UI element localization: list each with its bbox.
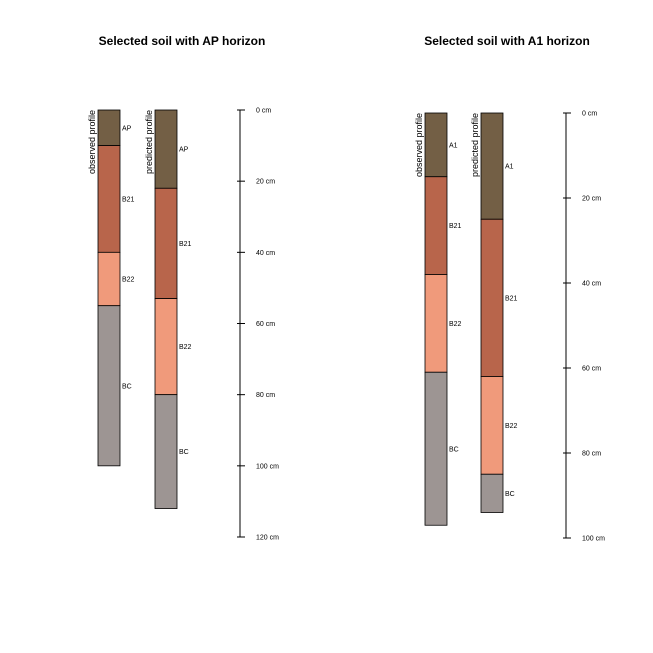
horizon-b21-bar xyxy=(424,176,448,275)
horizon-bc-bar xyxy=(424,371,448,526)
horizon-bc-label: BC xyxy=(122,383,132,390)
profile-column-predicted: AP B21 B22 BC predicted profile xyxy=(144,109,192,509)
horizon-ap-label: AP xyxy=(122,125,132,132)
depth-tick-label: 100 cm xyxy=(582,536,605,543)
profile-label-observed: observed profile xyxy=(414,113,424,177)
horizon-bc-bar xyxy=(97,305,121,467)
panel-ap-title: Selected soil with AP horizon xyxy=(99,34,266,48)
horizon-ap-bar xyxy=(154,109,178,189)
panel-ap: Selected soil with AP horizon AP B21 B22 BC… xyxy=(87,34,279,542)
panel-a1: Selected soil with A1 horizon A1 B21 B22 BC… xyxy=(414,34,605,543)
depth-tick-label: 60 cm xyxy=(582,366,601,373)
horizon-a1-bar xyxy=(480,112,504,220)
profile-label-predicted: predicted profile xyxy=(470,113,480,177)
profile-label-observed: observed profile xyxy=(87,110,97,174)
depth-tick-label: 80 cm xyxy=(582,451,601,458)
horizon-bc-label: BC xyxy=(505,491,515,498)
depth-tick-label: 100 cm xyxy=(256,463,279,470)
depth-tick-label: 0 cm xyxy=(582,111,597,118)
horizon-b22-label: B22 xyxy=(122,277,135,284)
horizon-bc-bar xyxy=(480,473,504,513)
horizon-b22-label: B22 xyxy=(505,423,518,430)
horizon-b22-bar xyxy=(154,298,178,396)
horizon-bc-bar xyxy=(154,394,178,509)
depth-tick-label: 20 cm xyxy=(582,196,601,203)
horizon-a1-label: A1 xyxy=(505,164,514,171)
horizon-ap-label: AP xyxy=(179,147,189,154)
horizon-b22-label: B22 xyxy=(179,344,192,351)
panel-a1-title: Selected soil with A1 horizon xyxy=(424,34,590,48)
horizon-b21-label: B21 xyxy=(505,295,518,302)
horizon-b22-bar xyxy=(97,251,121,307)
horizon-bc-label: BC xyxy=(449,446,459,453)
horizon-ap-bar xyxy=(97,109,121,146)
depth-tick-label: 40 cm xyxy=(582,281,601,288)
depth-tick-label: 80 cm xyxy=(256,392,275,399)
horizon-b21-bar xyxy=(97,145,121,253)
horizon-b21-label: B21 xyxy=(122,196,135,203)
horizon-b21-label: B21 xyxy=(449,223,462,230)
horizon-b21-bar xyxy=(480,218,504,377)
profile-label-predicted: predicted profile xyxy=(144,110,154,174)
horizon-b22-bar xyxy=(480,376,504,475)
horizon-bc-label: BC xyxy=(179,449,189,456)
horizon-a1-label: A1 xyxy=(449,142,458,149)
horizon-b21-label: B21 xyxy=(179,241,192,248)
profile-column-observed: AP B21 B22 BC observed profile xyxy=(87,109,135,467)
depth-tick-label: 20 cm xyxy=(256,179,275,186)
depth-tick-label: 0 cm xyxy=(256,108,271,115)
depth-axis: 0 cm 20 cm 40 cm 60 cm 80 cm 100 cm xyxy=(563,111,605,543)
depth-tick-label: 60 cm xyxy=(256,321,275,328)
depth-tick-label: 120 cm xyxy=(256,535,279,542)
profile-column-observed: A1 B21 B22 BC observed profile xyxy=(414,112,462,526)
profile-column-predicted: A1 B21 B22 BC predicted profile xyxy=(470,112,518,513)
depth-axis: 0 cm 20 cm 40 cm 60 cm 80 cm 100 cm 120 cm xyxy=(237,108,279,542)
horizon-a1-bar xyxy=(424,112,448,178)
depth-tick-label: 40 cm xyxy=(256,250,275,257)
horizon-b22-label: B22 xyxy=(449,321,462,328)
horizon-b21-bar xyxy=(154,187,178,299)
horizon-b22-bar xyxy=(424,274,448,373)
